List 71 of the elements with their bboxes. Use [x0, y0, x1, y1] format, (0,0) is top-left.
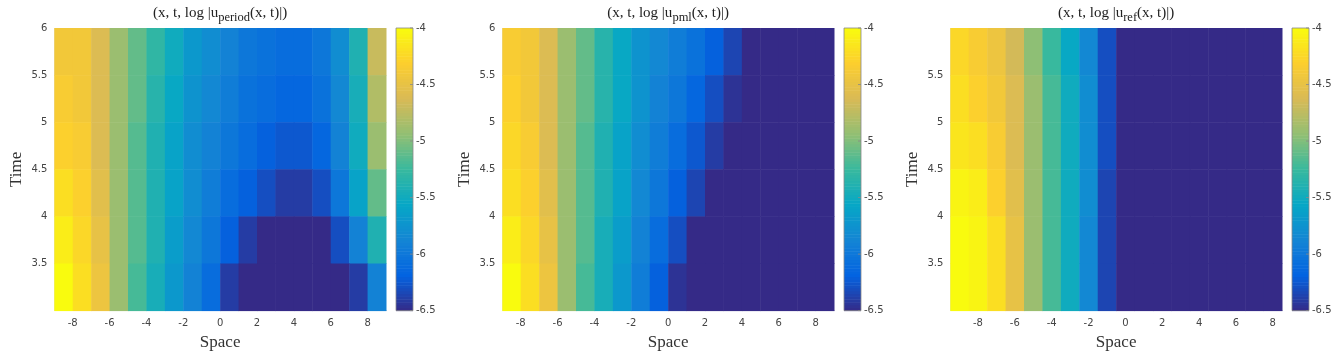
chart-title: (x, t, log |u$_{ref}$(x, t)|) — [1058, 4, 1175, 25]
color-bar-label: -5 — [416, 134, 426, 146]
y-axis-title: Time — [453, 151, 473, 187]
color-bar-label: -5 — [864, 134, 874, 146]
color-bar-label: -4.5 — [416, 78, 436, 90]
y-tick-label: 4 — [40, 209, 48, 221]
y-axis-title: Time — [901, 151, 921, 187]
y-tick-label: 5 — [936, 115, 944, 127]
x-tick-label: 2 — [1159, 317, 1166, 329]
x-tick-label: 6 — [775, 317, 782, 329]
x-tick-label: -8 — [67, 317, 78, 329]
y-tick-label: 4 — [936, 209, 944, 221]
x-tick-label: 0 — [664, 317, 672, 329]
x-axis-title: Space — [1095, 332, 1137, 352]
x-tick-label: -4 — [1046, 317, 1057, 329]
x-tick-label: 6 — [327, 317, 334, 329]
x-tick-label: -8 — [515, 317, 526, 329]
x-axis-title: Space — [647, 332, 689, 352]
color-bar-label: -6.5 — [416, 304, 436, 316]
color-bar-label: -6 — [416, 247, 426, 259]
color-bar-label: -6.5 — [1312, 304, 1332, 316]
y-tick-label: 4.5 — [927, 162, 944, 174]
color-bar-label: -6 — [864, 247, 874, 259]
y-tick-label: 5.5 — [927, 68, 944, 80]
color-bar-label: -6 — [1312, 247, 1322, 259]
x-tick-label: -4 — [141, 317, 152, 329]
x-tick-label: 2 — [701, 317, 709, 329]
x-tick-label: -8 — [972, 317, 983, 329]
color-bar-label: -4 — [416, 21, 426, 33]
color-bar-label: -5.5 — [864, 191, 884, 203]
chart-title: (x, t, log |u$_{period}$(x, t)|) — [153, 4, 288, 25]
y-tick-label: 4.5 — [31, 162, 48, 174]
chart-title: (x, t, log |u$_{pml}$(x, t)|) — [607, 4, 729, 25]
x-tick-label: -6 — [552, 317, 563, 329]
y-tick-label: 3.5 — [31, 257, 48, 269]
y-tick-label: 5.5 — [479, 68, 496, 80]
color-bar-label: -4.5 — [1312, 78, 1332, 90]
y-tick-label: 4 — [488, 209, 496, 221]
x-tick-label: 0 — [1122, 317, 1129, 329]
y-tick-label: 6 — [40, 21, 48, 33]
x-tick-label: 2 — [253, 317, 261, 329]
x-tick-label: 8 — [1269, 317, 1276, 329]
y-tick-label: 5.5 — [31, 68, 48, 80]
x-tick-label: -2 — [626, 317, 637, 329]
color-bar-label: -4.5 — [864, 78, 884, 90]
x-tick-label: -2 — [1083, 317, 1094, 329]
x-tick-label: -4 — [589, 317, 600, 329]
color-bar-label: -4 — [1312, 21, 1322, 33]
x-axis-title: Space — [199, 332, 241, 352]
y-tick-label: 3.5 — [479, 257, 496, 269]
x-tick-label: 0 — [216, 317, 224, 329]
x-tick-label: -6 — [104, 317, 115, 329]
x-tick-label: -2 — [178, 317, 189, 329]
y-tick-label: 6 — [488, 21, 496, 33]
x-tick-label: 8 — [812, 317, 819, 329]
x-tick-label: -6 — [1009, 317, 1020, 329]
color-bar-label: -5 — [1312, 134, 1322, 146]
x-tick-label: 6 — [1232, 317, 1240, 329]
x-tick-label: 4 — [738, 317, 746, 329]
color-bar-label: -5.5 — [1312, 191, 1332, 203]
x-tick-label: 4 — [290, 317, 298, 329]
y-axis-title: Time — [5, 151, 25, 187]
y-tick-label: 5 — [40, 115, 48, 127]
x-tick-label: 8 — [364, 317, 371, 329]
y-tick-label: 5 — [488, 115, 496, 127]
color-bar-label: -5.5 — [416, 191, 436, 203]
color-bar-label: -4 — [864, 21, 874, 33]
x-tick-label: 4 — [1195, 317, 1203, 329]
color-bar-label: -6.5 — [864, 304, 884, 316]
y-tick-label: 3.5 — [927, 257, 944, 269]
y-tick-label: 4.5 — [479, 162, 496, 174]
